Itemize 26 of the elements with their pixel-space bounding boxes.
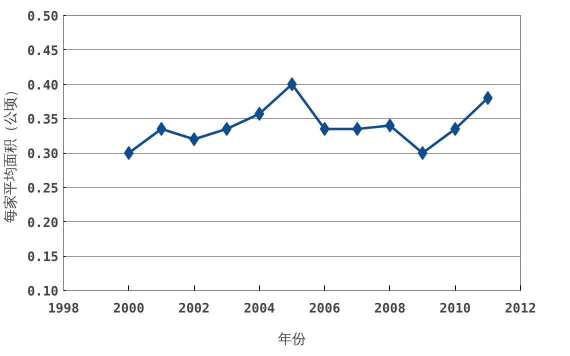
x-tick-label: 2008 xyxy=(374,302,406,316)
y-tick-label: 0.15 xyxy=(27,250,59,266)
y-tick-label: 0.50 xyxy=(27,10,59,24)
x-tick-label: 2002 xyxy=(178,302,210,316)
point xyxy=(222,122,232,136)
x-tick-label: 2000 xyxy=(113,302,145,316)
x-tick-label: 2004 xyxy=(244,302,276,316)
y-tick-label: 0.35 xyxy=(27,112,59,128)
point xyxy=(418,146,428,160)
point xyxy=(483,91,493,105)
x-axis-title: 年份 xyxy=(278,332,306,348)
y-tick-label: 0.40 xyxy=(27,78,59,94)
point xyxy=(352,122,362,136)
y-tick-label: 0.20 xyxy=(27,216,59,231)
point xyxy=(124,146,134,160)
x-tick-label: 2012 xyxy=(504,302,536,316)
y-tick-label: 0.45 xyxy=(27,44,59,59)
point xyxy=(450,122,460,136)
x-tick-label: 2010 xyxy=(440,302,472,316)
y-tick-label: 0.30 xyxy=(27,147,59,162)
x-tick-label: 2006 xyxy=(308,302,340,316)
y-axis-title: 每家平均面积（公顷） xyxy=(3,83,20,223)
point xyxy=(385,118,395,132)
x-tick-label: 1998 xyxy=(48,302,80,316)
y-tick-label: 0.10 xyxy=(27,284,59,300)
y-tick-label: 0.25 xyxy=(27,181,59,196)
